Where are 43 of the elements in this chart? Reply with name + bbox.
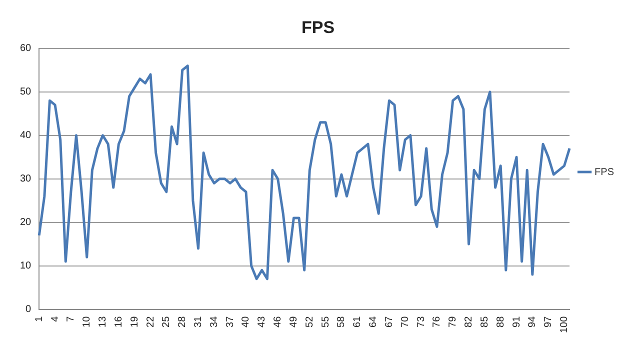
y-tick-label: 0	[26, 304, 32, 316]
y-tick-label: 60	[20, 43, 32, 54]
y-tick-label: 50	[20, 86, 32, 98]
x-tick-label: 16	[113, 316, 124, 328]
x-tick-label: 1	[34, 316, 45, 322]
x-tick-label: 61	[352, 316, 364, 328]
x-tick-label: 94	[527, 316, 538, 328]
y-tick-label: 20	[20, 217, 32, 228]
x-tick-label: 7	[66, 316, 77, 322]
x-tick-label: 52	[304, 316, 316, 328]
x-tick-label: 28	[177, 316, 188, 328]
y-tick-label: 40	[20, 130, 32, 142]
x-tick-label: 37	[224, 316, 236, 328]
x-tick-label: 49	[288, 316, 300, 328]
y-tick-label: 30	[20, 174, 32, 185]
x-tick-label: 10	[82, 316, 93, 328]
x-tick-label: 70	[400, 316, 411, 328]
x-tick-label: 43	[256, 316, 268, 328]
x-tick-label: 13	[98, 316, 109, 328]
x-tick-label: 82	[464, 316, 475, 328]
x-tick-label: 55	[320, 316, 332, 328]
x-tick-label: 25	[161, 316, 172, 328]
x-tick-label: 76	[432, 316, 443, 328]
y-tick-label: 10	[20, 260, 32, 272]
x-tick-label: 31	[193, 316, 204, 328]
x-tick-label: 64	[368, 316, 380, 328]
x-tick-label: 34	[208, 316, 220, 328]
x-tick-label: 79	[448, 316, 459, 328]
x-tick-label: 67	[384, 316, 395, 328]
chart-title: FPS	[301, 18, 335, 37]
x-tick-label: 73	[416, 316, 427, 328]
legend-label: FPS	[594, 166, 614, 178]
x-tick-label: 46	[272, 316, 284, 328]
x-tick-label: 4	[50, 316, 61, 322]
x-tick-label: 88	[495, 316, 506, 328]
x-tick-label: 40	[240, 316, 252, 328]
x-tick-label: 22	[145, 316, 156, 328]
x-tick-label: 19	[129, 316, 140, 328]
x-tick-label: 58	[336, 316, 348, 328]
x-tick-label: 85	[479, 316, 490, 328]
x-tick-label: 91	[511, 316, 522, 328]
x-tick-label: 100	[558, 316, 570, 334]
x-tick-label: 97	[543, 316, 554, 328]
